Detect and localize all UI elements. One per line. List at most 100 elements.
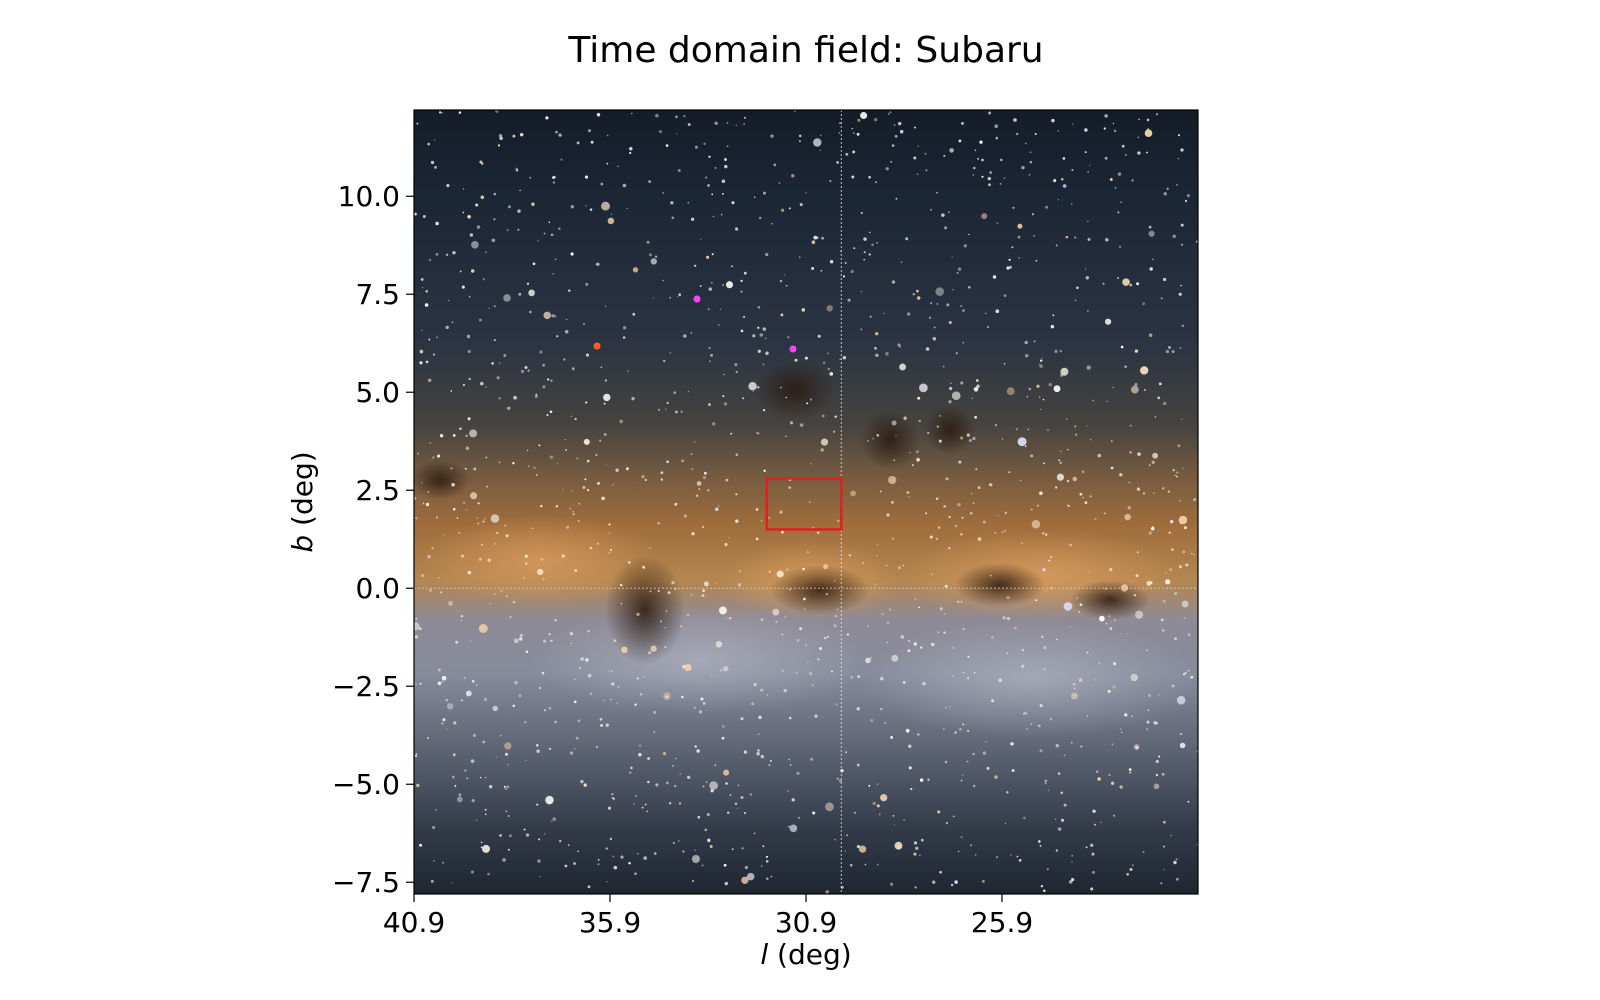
star bbox=[863, 237, 867, 241]
star bbox=[947, 211, 950, 214]
star bbox=[415, 617, 418, 620]
star bbox=[547, 378, 550, 381]
star bbox=[712, 215, 715, 218]
star bbox=[476, 225, 481, 229]
star bbox=[1029, 151, 1032, 154]
star bbox=[1079, 492, 1083, 496]
star bbox=[902, 680, 906, 684]
star bbox=[636, 677, 639, 680]
star bbox=[935, 287, 944, 296]
star bbox=[780, 313, 784, 317]
star bbox=[1085, 276, 1089, 280]
star bbox=[796, 638, 800, 642]
star bbox=[880, 676, 884, 681]
star bbox=[1004, 822, 1007, 824]
star bbox=[788, 486, 791, 489]
star bbox=[504, 788, 507, 790]
star bbox=[900, 635, 905, 639]
star bbox=[725, 281, 734, 289]
star bbox=[1193, 553, 1195, 556]
star bbox=[1062, 373, 1065, 376]
star bbox=[498, 133, 503, 138]
star bbox=[482, 740, 486, 744]
star bbox=[737, 583, 742, 587]
star bbox=[852, 150, 856, 154]
star bbox=[860, 328, 863, 331]
star bbox=[485, 386, 487, 388]
star bbox=[1187, 633, 1191, 637]
star bbox=[1142, 492, 1146, 495]
star bbox=[638, 752, 642, 757]
star bbox=[503, 294, 511, 302]
star bbox=[897, 343, 901, 347]
star bbox=[1091, 870, 1096, 874]
star bbox=[484, 517, 486, 520]
star bbox=[414, 622, 420, 631]
star bbox=[1116, 276, 1120, 280]
star bbox=[1179, 742, 1186, 749]
star bbox=[1044, 779, 1048, 783]
star bbox=[892, 537, 894, 540]
star bbox=[729, 794, 732, 796]
star bbox=[834, 839, 836, 841]
star bbox=[942, 365, 945, 368]
star bbox=[757, 349, 761, 353]
x-tick-label: 40.9 bbox=[383, 906, 445, 939]
star bbox=[465, 446, 470, 451]
star bbox=[668, 801, 672, 805]
star bbox=[649, 590, 652, 593]
star bbox=[665, 781, 669, 785]
star bbox=[994, 124, 998, 128]
star bbox=[1028, 173, 1031, 176]
star bbox=[954, 731, 957, 734]
star bbox=[970, 844, 973, 847]
star bbox=[817, 658, 820, 661]
star bbox=[1011, 246, 1014, 249]
star bbox=[482, 520, 485, 523]
star bbox=[719, 308, 721, 310]
star bbox=[812, 684, 814, 686]
star bbox=[757, 326, 760, 329]
star bbox=[607, 806, 612, 810]
field-box bbox=[765, 477, 843, 531]
star bbox=[653, 297, 655, 299]
star bbox=[481, 162, 484, 165]
y-tick-label: −7.5 bbox=[332, 866, 400, 899]
star bbox=[710, 789, 714, 793]
star bbox=[1187, 669, 1190, 672]
star bbox=[615, 468, 619, 472]
star bbox=[890, 882, 894, 886]
star bbox=[652, 710, 657, 714]
star bbox=[1171, 349, 1175, 354]
star-field bbox=[414, 110, 1198, 894]
star bbox=[663, 692, 671, 700]
star bbox=[779, 510, 783, 514]
star bbox=[1084, 128, 1088, 132]
star bbox=[574, 569, 578, 572]
star bbox=[1158, 382, 1162, 386]
star bbox=[731, 265, 733, 268]
star bbox=[550, 379, 553, 382]
star bbox=[567, 844, 570, 846]
star bbox=[650, 258, 657, 265]
star bbox=[1030, 723, 1032, 725]
star bbox=[1136, 487, 1141, 491]
star bbox=[487, 558, 491, 562]
star bbox=[748, 381, 757, 391]
star bbox=[711, 674, 713, 676]
star bbox=[906, 312, 911, 316]
star bbox=[485, 456, 488, 459]
star bbox=[523, 577, 525, 579]
star bbox=[829, 372, 834, 376]
star bbox=[720, 213, 723, 216]
star bbox=[550, 233, 554, 237]
star bbox=[886, 621, 890, 625]
star bbox=[1147, 709, 1150, 712]
star bbox=[462, 188, 465, 190]
star bbox=[585, 353, 590, 357]
star bbox=[1182, 467, 1184, 469]
star bbox=[541, 671, 545, 675]
star bbox=[1060, 367, 1069, 376]
star bbox=[709, 845, 713, 848]
star bbox=[821, 236, 824, 240]
